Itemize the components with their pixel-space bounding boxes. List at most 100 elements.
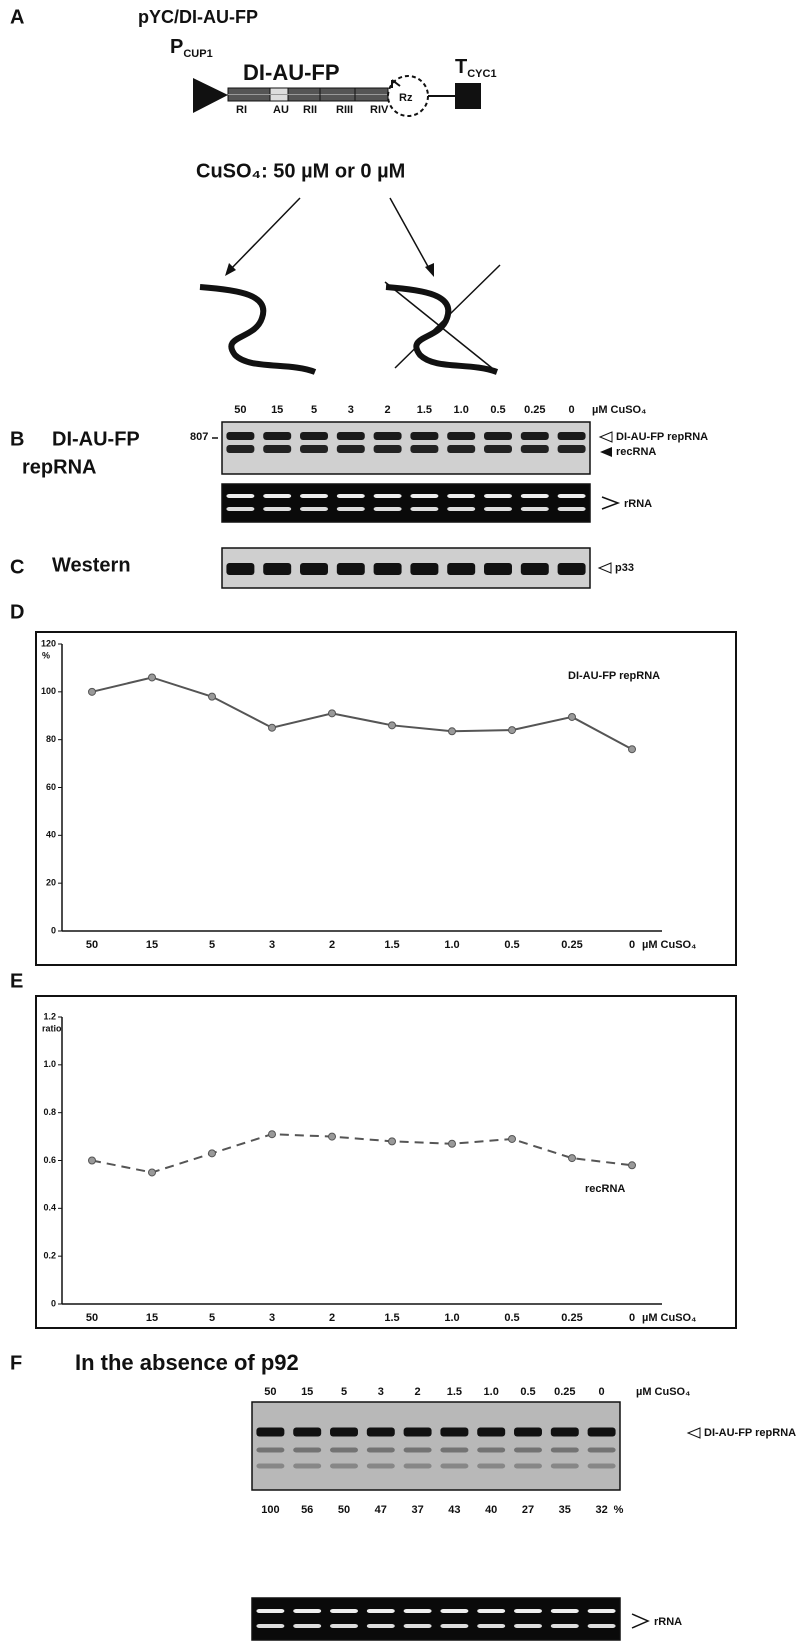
open-triangle	[598, 431, 613, 443]
gel-band	[514, 1447, 542, 1453]
gel-band	[550, 1427, 579, 1437]
data-point	[88, 1156, 96, 1165]
panel-title: DI-AU-FP	[52, 428, 140, 450]
y-axis-label: %	[42, 650, 50, 660]
panel-label: D	[10, 601, 24, 623]
gel-band	[256, 1427, 285, 1437]
gel-band	[484, 432, 512, 440]
y-tick-label: 0.8	[43, 1107, 56, 1117]
lane-label: 5	[341, 1386, 347, 1398]
gel-band	[403, 1624, 432, 1628]
quantification: 43	[448, 1504, 460, 1516]
gel	[221, 483, 591, 523]
data-point	[268, 723, 276, 732]
size-marker: 807	[190, 431, 208, 443]
rna-strand	[385, 284, 499, 375]
gel-band	[557, 563, 586, 575]
cross-line	[394, 264, 501, 369]
gel-band	[410, 432, 439, 440]
y-axis-label: ratio	[42, 1023, 62, 1033]
gel-band	[330, 1609, 358, 1613]
x-tick-label: 0	[629, 939, 635, 951]
y-tick-label: 100	[41, 686, 56, 696]
band-label: p33	[615, 562, 634, 574]
gel-band	[403, 1609, 432, 1613]
data-point	[88, 687, 96, 696]
quant-unit: %	[614, 1504, 624, 1516]
gel-band	[226, 494, 255, 498]
arrow-head	[225, 263, 236, 276]
data-point	[208, 692, 216, 701]
panel-label: F	[10, 1352, 22, 1374]
series-line	[91, 1133, 633, 1174]
data-point	[628, 1161, 636, 1170]
gel-band	[366, 1624, 395, 1628]
gel-band	[366, 1427, 395, 1437]
lane-label: 1.0	[484, 1386, 499, 1398]
lane-label: 0.25	[554, 1386, 575, 1398]
lane-label: 0.5	[490, 404, 505, 416]
lane-label: 0	[569, 404, 575, 416]
loading-label: rRNA	[624, 498, 652, 510]
lane-label: 0.25	[524, 404, 545, 416]
panel-label: B	[10, 428, 24, 450]
x-tick-label: 1.0	[444, 939, 459, 951]
series-label: DI-AU-FP repRNA	[568, 670, 660, 682]
open-triangle	[686, 1427, 701, 1439]
gel-band	[550, 1447, 579, 1453]
series-line	[91, 676, 633, 751]
gel-band	[440, 1447, 469, 1453]
y-tick-label: 0.6	[43, 1155, 56, 1165]
x-tick-label: 50	[86, 939, 98, 951]
gel-band	[477, 1609, 506, 1613]
region-label: RIII	[336, 104, 353, 116]
gel-band	[300, 445, 328, 453]
gel-band	[557, 507, 586, 511]
gel-band	[557, 432, 586, 440]
gel-band	[263, 563, 292, 575]
gel-band	[293, 1463, 322, 1469]
terminator-sub: CYC1	[467, 68, 496, 80]
gel-band	[484, 494, 512, 498]
gel-band	[514, 1463, 542, 1469]
gel-band	[447, 432, 476, 440]
x-tick-label: 3	[269, 1312, 275, 1324]
gel-band	[514, 1427, 542, 1437]
gel-band	[520, 445, 549, 453]
gel-band	[520, 507, 549, 511]
gel-band	[373, 494, 402, 498]
gel-band	[477, 1447, 506, 1453]
plasmid-name: pYC/DI-AU-FP	[138, 7, 258, 27]
gel-band	[300, 432, 328, 440]
gel-band	[263, 432, 292, 440]
gel-band	[587, 1447, 616, 1453]
gel-band	[403, 1427, 432, 1437]
x-tick-label: 50	[86, 1312, 98, 1324]
gel-band	[263, 494, 292, 498]
x-tick-label: 5	[209, 939, 215, 951]
x-tick-label: 0	[629, 1312, 635, 1324]
lane-label: 1.0	[454, 404, 469, 416]
gel-band	[403, 1447, 432, 1453]
gel-band	[373, 507, 402, 511]
band-label: recRNA	[616, 446, 656, 458]
gel-band	[410, 563, 439, 575]
data-point	[508, 726, 516, 735]
gel-band	[373, 432, 402, 440]
y-tick-label: 80	[46, 734, 56, 744]
x-tick-label: 1.0	[444, 1312, 459, 1324]
x-tick-label: 1.5	[384, 939, 399, 951]
gel-band	[293, 1609, 322, 1613]
data-point	[208, 1149, 216, 1158]
unit-label: µM CuSO₄	[592, 404, 646, 416]
panel-title: Western	[52, 554, 131, 576]
terminator: TCYC1	[455, 56, 497, 80]
gel-band	[520, 494, 549, 498]
terminator-main: T	[455, 56, 467, 78]
y-tick-label: 0	[51, 1298, 56, 1308]
x-tick-label: 15	[146, 1312, 158, 1324]
panel-label: E	[10, 970, 23, 992]
quantification: 100	[261, 1504, 279, 1516]
gel-band	[256, 1463, 285, 1469]
